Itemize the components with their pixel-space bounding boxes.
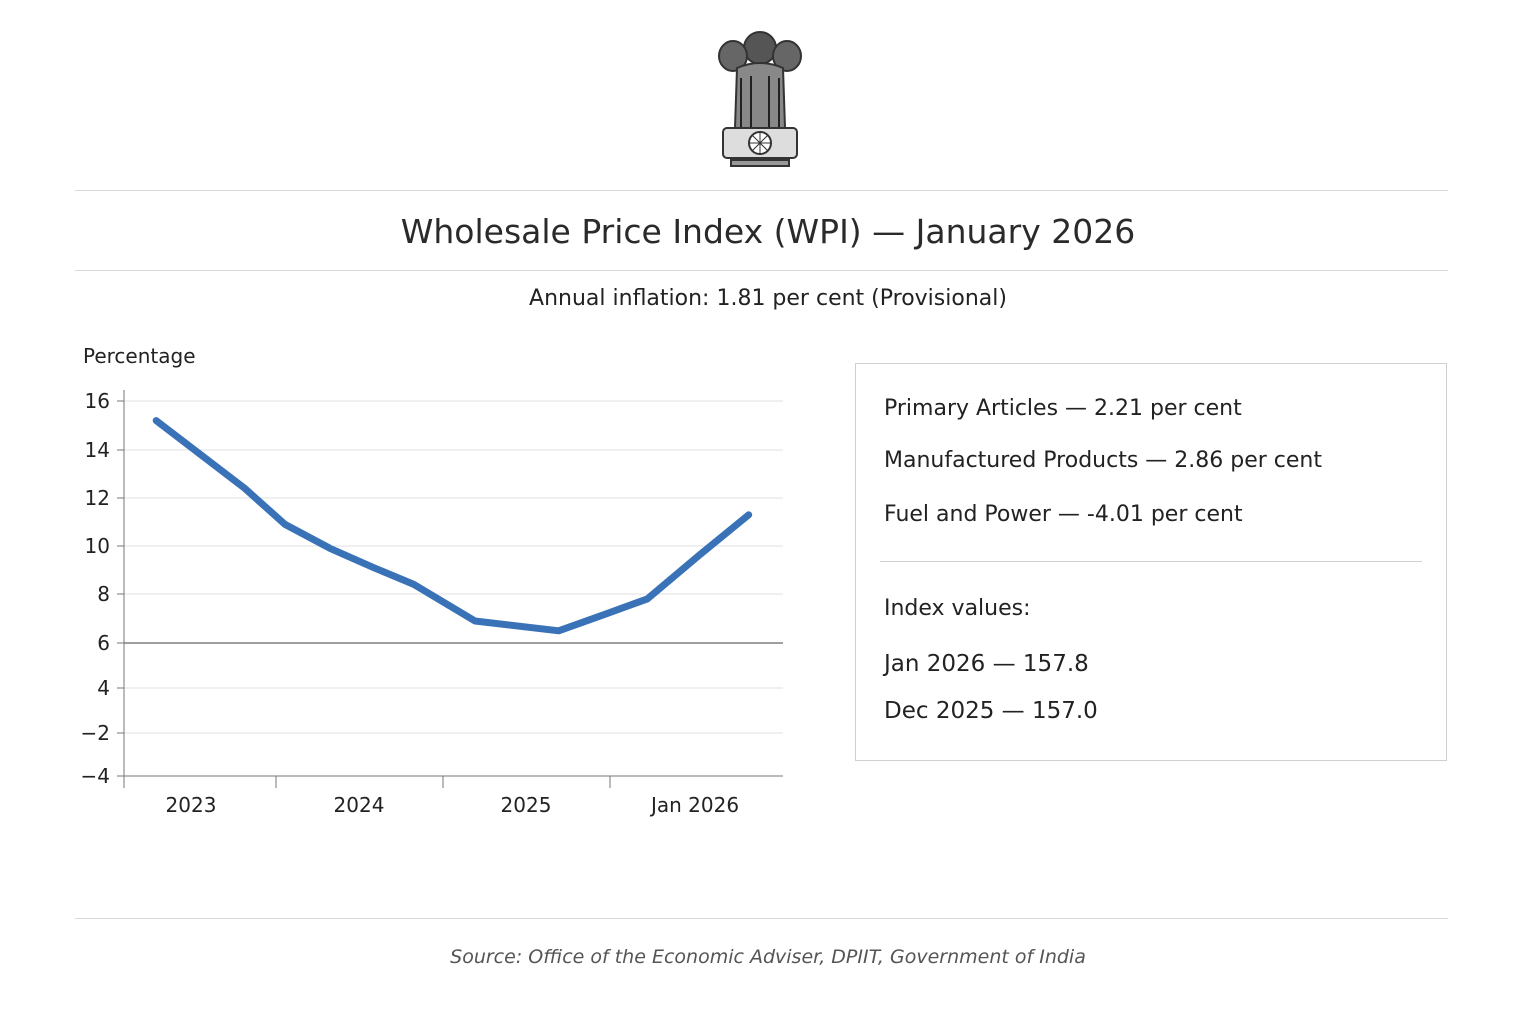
fuel-power-text: Fuel and Power — -4.01 per cent [884,502,1243,527]
y-tick-label: −2 [81,721,110,745]
title-divider [75,270,1448,271]
y-tick-label: 14 [85,438,110,462]
y-tick-label: 12 [85,486,110,510]
summary-panel: Primary Articles — 2.21 per cent Manufac… [855,363,1447,761]
line-chart: 16 14 12 10 8 6 4 −2 −4 2023 2024 2025 Jan 2026 [81,389,783,817]
y-tick-label: 16 [85,389,110,413]
y-tick-label: 6 [97,631,110,655]
x-tick-label: 2024 [334,793,385,817]
y-axis-label: Percentage [83,344,196,368]
national-emblem-icon [718,31,802,167]
y-tick-label: 4 [97,676,110,700]
index-dec-2025: Dec 2025 — 157.0 [884,698,1098,724]
primary-articles-text: Primary Articles — 2.21 per cent [884,396,1242,421]
y-tick-label: 10 [85,534,110,558]
source-note: Source: Office of the Economic Adviser, … [450,946,1086,968]
header-divider [75,190,1448,191]
y-tick-label: 8 [97,582,110,606]
page-title: Wholesale Price Index (WPI) — January 20… [400,212,1136,251]
index-heading: Index values: [884,596,1031,621]
panel-divider [880,561,1422,562]
x-tick-label: 2025 [501,793,552,817]
footer-divider [75,918,1448,919]
x-tick-label: Jan 2026 [649,793,739,817]
index-jan-2026: Jan 2026 — 157.8 [884,651,1089,677]
subtitle: Annual inflation: 1.81 per cent (Provisi… [529,286,1007,311]
y-tick-label: −4 [81,764,110,788]
manufactured-products-text: Manufactured Products — 2.86 per cent [884,448,1322,473]
wpi-inflation-line [152,417,753,635]
x-tick-label: 2023 [166,793,217,817]
